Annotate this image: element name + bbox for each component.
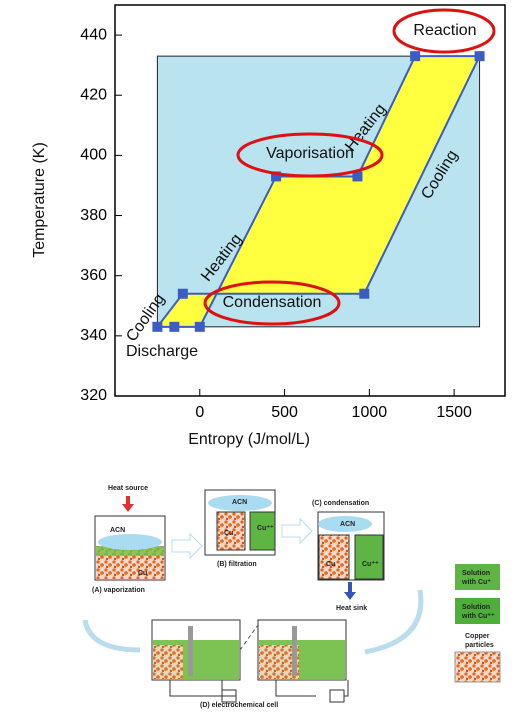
label: Cu⁺⁺ xyxy=(257,525,274,532)
liquid xyxy=(249,511,276,551)
liquid xyxy=(318,534,350,580)
label: (A) vaporization xyxy=(92,587,145,594)
cycle-point xyxy=(352,171,363,182)
y-tick-label: 320 xyxy=(80,387,107,404)
liquid xyxy=(216,511,246,551)
label: Heat sink xyxy=(336,605,367,612)
y-axis-label: Temperature (K) xyxy=(31,142,48,258)
vapour xyxy=(318,516,372,532)
circuit xyxy=(275,680,349,703)
legend-swatch xyxy=(455,598,500,624)
legend-label: particles xyxy=(465,642,494,649)
x-axis-label: Entropy (J/mol/L) xyxy=(188,431,310,448)
x-tick-label: 1500 xyxy=(436,404,472,421)
annotation: Vaporisation xyxy=(266,145,354,162)
x-tick-label: 500 xyxy=(271,404,298,421)
label: Cu⁺⁺ xyxy=(362,561,379,568)
label: (B) filtration xyxy=(217,561,257,568)
y-tick-label: 440 xyxy=(80,26,107,43)
legend-swatch xyxy=(455,564,500,590)
annotation: Discharge xyxy=(126,343,198,360)
flow-arrow xyxy=(364,589,424,655)
y-tick-label: 420 xyxy=(80,86,107,103)
cycle-point xyxy=(177,288,188,299)
legend-label: with Cu⁺ xyxy=(461,579,491,586)
arrow xyxy=(344,592,356,600)
label: ACN xyxy=(110,527,125,534)
plot-frame xyxy=(114,4,506,397)
annotation: Reaction xyxy=(413,22,476,39)
cycle-area xyxy=(155,55,482,328)
arrow xyxy=(122,504,134,512)
label: Cu xyxy=(326,561,335,568)
cycle-point xyxy=(169,321,180,332)
label: (D) electrochemical cell xyxy=(200,702,278,709)
flow-arrow xyxy=(281,517,313,545)
flow-arrow xyxy=(171,532,203,560)
x-tick-label: 0 xyxy=(195,404,204,421)
legend-swatch xyxy=(454,651,501,683)
cycle-point xyxy=(410,51,421,62)
liquid xyxy=(354,534,384,580)
cycle-point xyxy=(271,171,282,182)
label: Cu xyxy=(138,570,147,577)
label: Cu xyxy=(224,530,233,537)
highlight xyxy=(203,280,341,326)
cycle-point xyxy=(194,321,205,332)
link xyxy=(239,624,259,651)
cycle-point xyxy=(359,288,370,299)
electrode xyxy=(188,626,193,676)
label: ACN xyxy=(232,499,247,506)
chart: 320 340 360 380 400 420 440 0 500 1000 1500 xyxy=(80,4,506,421)
vapour xyxy=(98,534,162,550)
x-tick-label: 1000 xyxy=(352,404,388,421)
label: (C) condensation xyxy=(312,500,369,507)
particles xyxy=(153,645,183,679)
highlight xyxy=(236,132,384,178)
vapour xyxy=(208,495,272,511)
label: Heat source xyxy=(108,485,148,492)
legend-label: Solution xyxy=(462,570,490,577)
y-tick-label: 340 xyxy=(80,327,107,344)
label: ACN xyxy=(340,521,355,528)
flow-arrow xyxy=(82,619,141,653)
y-tick-label: 380 xyxy=(80,207,107,224)
cycle-point xyxy=(152,321,163,332)
legend-label: Copper xyxy=(465,633,490,640)
highlight xyxy=(392,8,496,54)
annotation: Condensation xyxy=(223,294,322,311)
cycle-point xyxy=(474,51,485,62)
y-tick-label: 400 xyxy=(80,147,107,164)
electrode xyxy=(292,626,297,676)
process-diagram: Heat source ACN Cu (A) vaporization ACN … xyxy=(82,485,501,709)
y-tick-label: 360 xyxy=(80,267,107,284)
legend-label: Solution xyxy=(462,604,490,611)
circuit xyxy=(169,680,237,703)
liquid xyxy=(96,546,164,556)
legend-label: with Cu⁺⁺ xyxy=(461,613,495,620)
